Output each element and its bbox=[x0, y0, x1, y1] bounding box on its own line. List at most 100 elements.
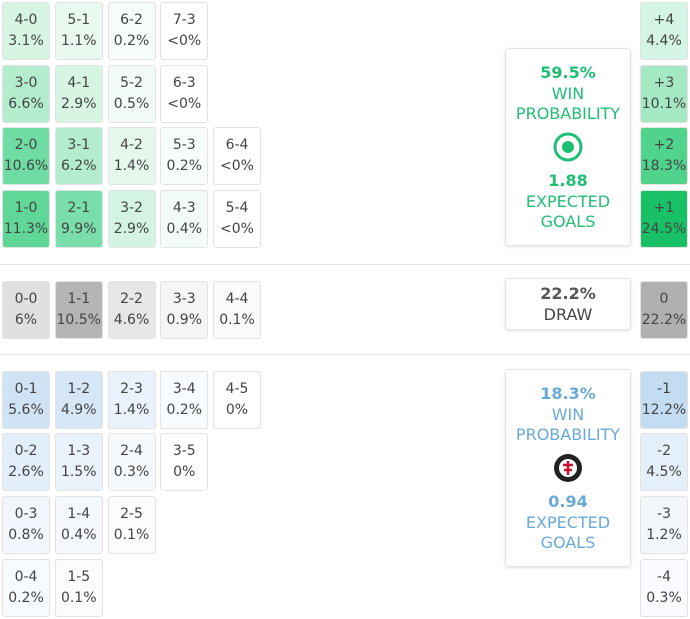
probability: 0.3% bbox=[646, 590, 682, 606]
xg-label: EXPECTED GOALS bbox=[525, 192, 611, 231]
probability: 0.3% bbox=[113, 464, 150, 480]
probability: 4.6% bbox=[113, 312, 150, 328]
score: 5-2 bbox=[120, 75, 143, 91]
score-cell: 4-4 0.1% bbox=[213, 281, 261, 339]
draw-panel: 22.2% DRAW bbox=[505, 278, 631, 330]
probability: 2.9% bbox=[113, 221, 150, 237]
score: 2-4 bbox=[120, 443, 143, 459]
probability: 6.2% bbox=[60, 158, 97, 174]
probability: 0% bbox=[225, 402, 249, 418]
score-cell: 3-0 6.6% bbox=[2, 65, 50, 123]
score: 4-3 bbox=[172, 200, 196, 216]
score: 5-1 bbox=[67, 12, 91, 28]
probability: 0.2% bbox=[166, 158, 203, 174]
probability: 2.6% bbox=[8, 464, 44, 480]
score-cell: +4 4.4% bbox=[640, 2, 688, 60]
probability: 1.2% bbox=[646, 527, 682, 543]
score-cell: -1 12.2% bbox=[640, 371, 688, 429]
score: +3 bbox=[653, 75, 675, 91]
probability: <0% bbox=[167, 33, 202, 49]
score-cell: 1-2 4.9% bbox=[54, 371, 103, 429]
home-logo bbox=[553, 132, 583, 162]
score-cell: 5-4 <0% bbox=[213, 190, 261, 248]
score: 3-4 bbox=[172, 381, 196, 397]
score-cell: 2-3 1.4% bbox=[107, 371, 156, 429]
score-cell: 3-5 0% bbox=[160, 433, 209, 491]
probability: <0% bbox=[220, 221, 254, 237]
probability: 12.2% bbox=[641, 402, 687, 418]
score: +4 bbox=[653, 12, 675, 28]
score-cell: 5-3 0.2% bbox=[160, 127, 209, 185]
score-cell: +3 10.1% bbox=[640, 65, 688, 123]
score: 6-3 bbox=[172, 75, 196, 91]
probability: 0.1% bbox=[219, 312, 255, 328]
score: +2 bbox=[653, 137, 675, 153]
score: 1-0 bbox=[14, 200, 38, 216]
score: 1-3 bbox=[67, 443, 91, 459]
win-label: WIN PROBABILITY bbox=[515, 84, 621, 123]
score: 3-0 bbox=[14, 75, 38, 91]
xg-label: EXPECTED GOALS bbox=[525, 513, 611, 552]
probability: 6.6% bbox=[8, 96, 44, 112]
probability: 0% bbox=[173, 464, 196, 480]
score-cell: 3-3 0.9% bbox=[160, 281, 209, 339]
probability: <0% bbox=[167, 96, 202, 112]
score: -4 bbox=[657, 569, 671, 585]
probability: 4.9% bbox=[60, 402, 97, 418]
probability: 0.4% bbox=[166, 221, 203, 237]
score-cell: 2-4 0.3% bbox=[107, 433, 156, 491]
score: -1 bbox=[657, 381, 671, 397]
score: 2-2 bbox=[120, 291, 143, 307]
score-cell: 4-0 3.1% bbox=[2, 2, 50, 60]
score-cell: 1-4 0.4% bbox=[54, 496, 103, 554]
win-probability: 59.5% bbox=[540, 63, 596, 82]
score-cell: 0-3 0.8% bbox=[2, 496, 50, 554]
probability: 0.5% bbox=[113, 96, 150, 112]
score: 4-4 bbox=[225, 291, 249, 307]
probability: 0.2% bbox=[8, 590, 44, 606]
score-cell: 4-2 1.4% bbox=[107, 127, 156, 185]
probability: 3.1% bbox=[8, 33, 44, 49]
score-cell: 6-3 <0% bbox=[160, 65, 209, 123]
win-probability: 18.3% bbox=[540, 384, 596, 403]
probability: 2.9% bbox=[60, 96, 97, 112]
score: 1-4 bbox=[67, 506, 91, 522]
win-label: WIN PROBABILITY bbox=[515, 405, 621, 444]
score-cell: 3-4 0.2% bbox=[160, 371, 209, 429]
score: 2-3 bbox=[120, 381, 143, 397]
score: +1 bbox=[653, 200, 675, 216]
score: 4-0 bbox=[14, 12, 38, 28]
score-cell: 0-4 0.2% bbox=[2, 559, 50, 617]
probability: 9.9% bbox=[60, 221, 97, 237]
score: -2 bbox=[657, 443, 671, 459]
probability: 1.5% bbox=[60, 464, 97, 480]
score-cell: 0-0 6% bbox=[2, 281, 50, 339]
score-cell: 1-0 11.3% bbox=[2, 190, 50, 248]
score: 4-1 bbox=[67, 75, 91, 91]
probability: 5.6% bbox=[8, 402, 44, 418]
score-cell: +1 24.5% bbox=[640, 190, 688, 248]
probability: 10.6% bbox=[3, 158, 49, 174]
probability: 4.4% bbox=[646, 33, 682, 49]
score-cell: 4-5 0% bbox=[213, 371, 261, 429]
score-cell: 0 22.2% bbox=[640, 281, 688, 339]
probability: 4.5% bbox=[646, 464, 682, 480]
away-logo bbox=[554, 454, 582, 482]
score: 3-2 bbox=[120, 200, 143, 216]
score-cell: -3 1.2% bbox=[640, 496, 688, 554]
score: 1-5 bbox=[67, 569, 91, 585]
score-cell: 6-4 <0% bbox=[213, 127, 261, 185]
probability: 1.4% bbox=[113, 158, 150, 174]
score: 0-3 bbox=[14, 506, 38, 522]
probability: 10.1% bbox=[641, 96, 687, 112]
probability: 0.9% bbox=[166, 312, 203, 328]
home-panel: 59.5% WIN PROBABILITY 1.88 EXPECTED GOAL… bbox=[505, 48, 631, 246]
probability: 11.3% bbox=[3, 221, 49, 237]
probability: 1.1% bbox=[60, 33, 97, 49]
score-cell: -4 0.3% bbox=[640, 559, 688, 617]
score-cell: +2 18.3% bbox=[640, 127, 688, 185]
away-panel: 18.3% WIN PROBABILITY 0.94 EXPECTED GOAL… bbox=[505, 369, 631, 567]
score-cell: 4-1 2.9% bbox=[54, 65, 103, 123]
expected-goals: 0.94 bbox=[548, 492, 588, 511]
score: 3-5 bbox=[172, 443, 196, 459]
